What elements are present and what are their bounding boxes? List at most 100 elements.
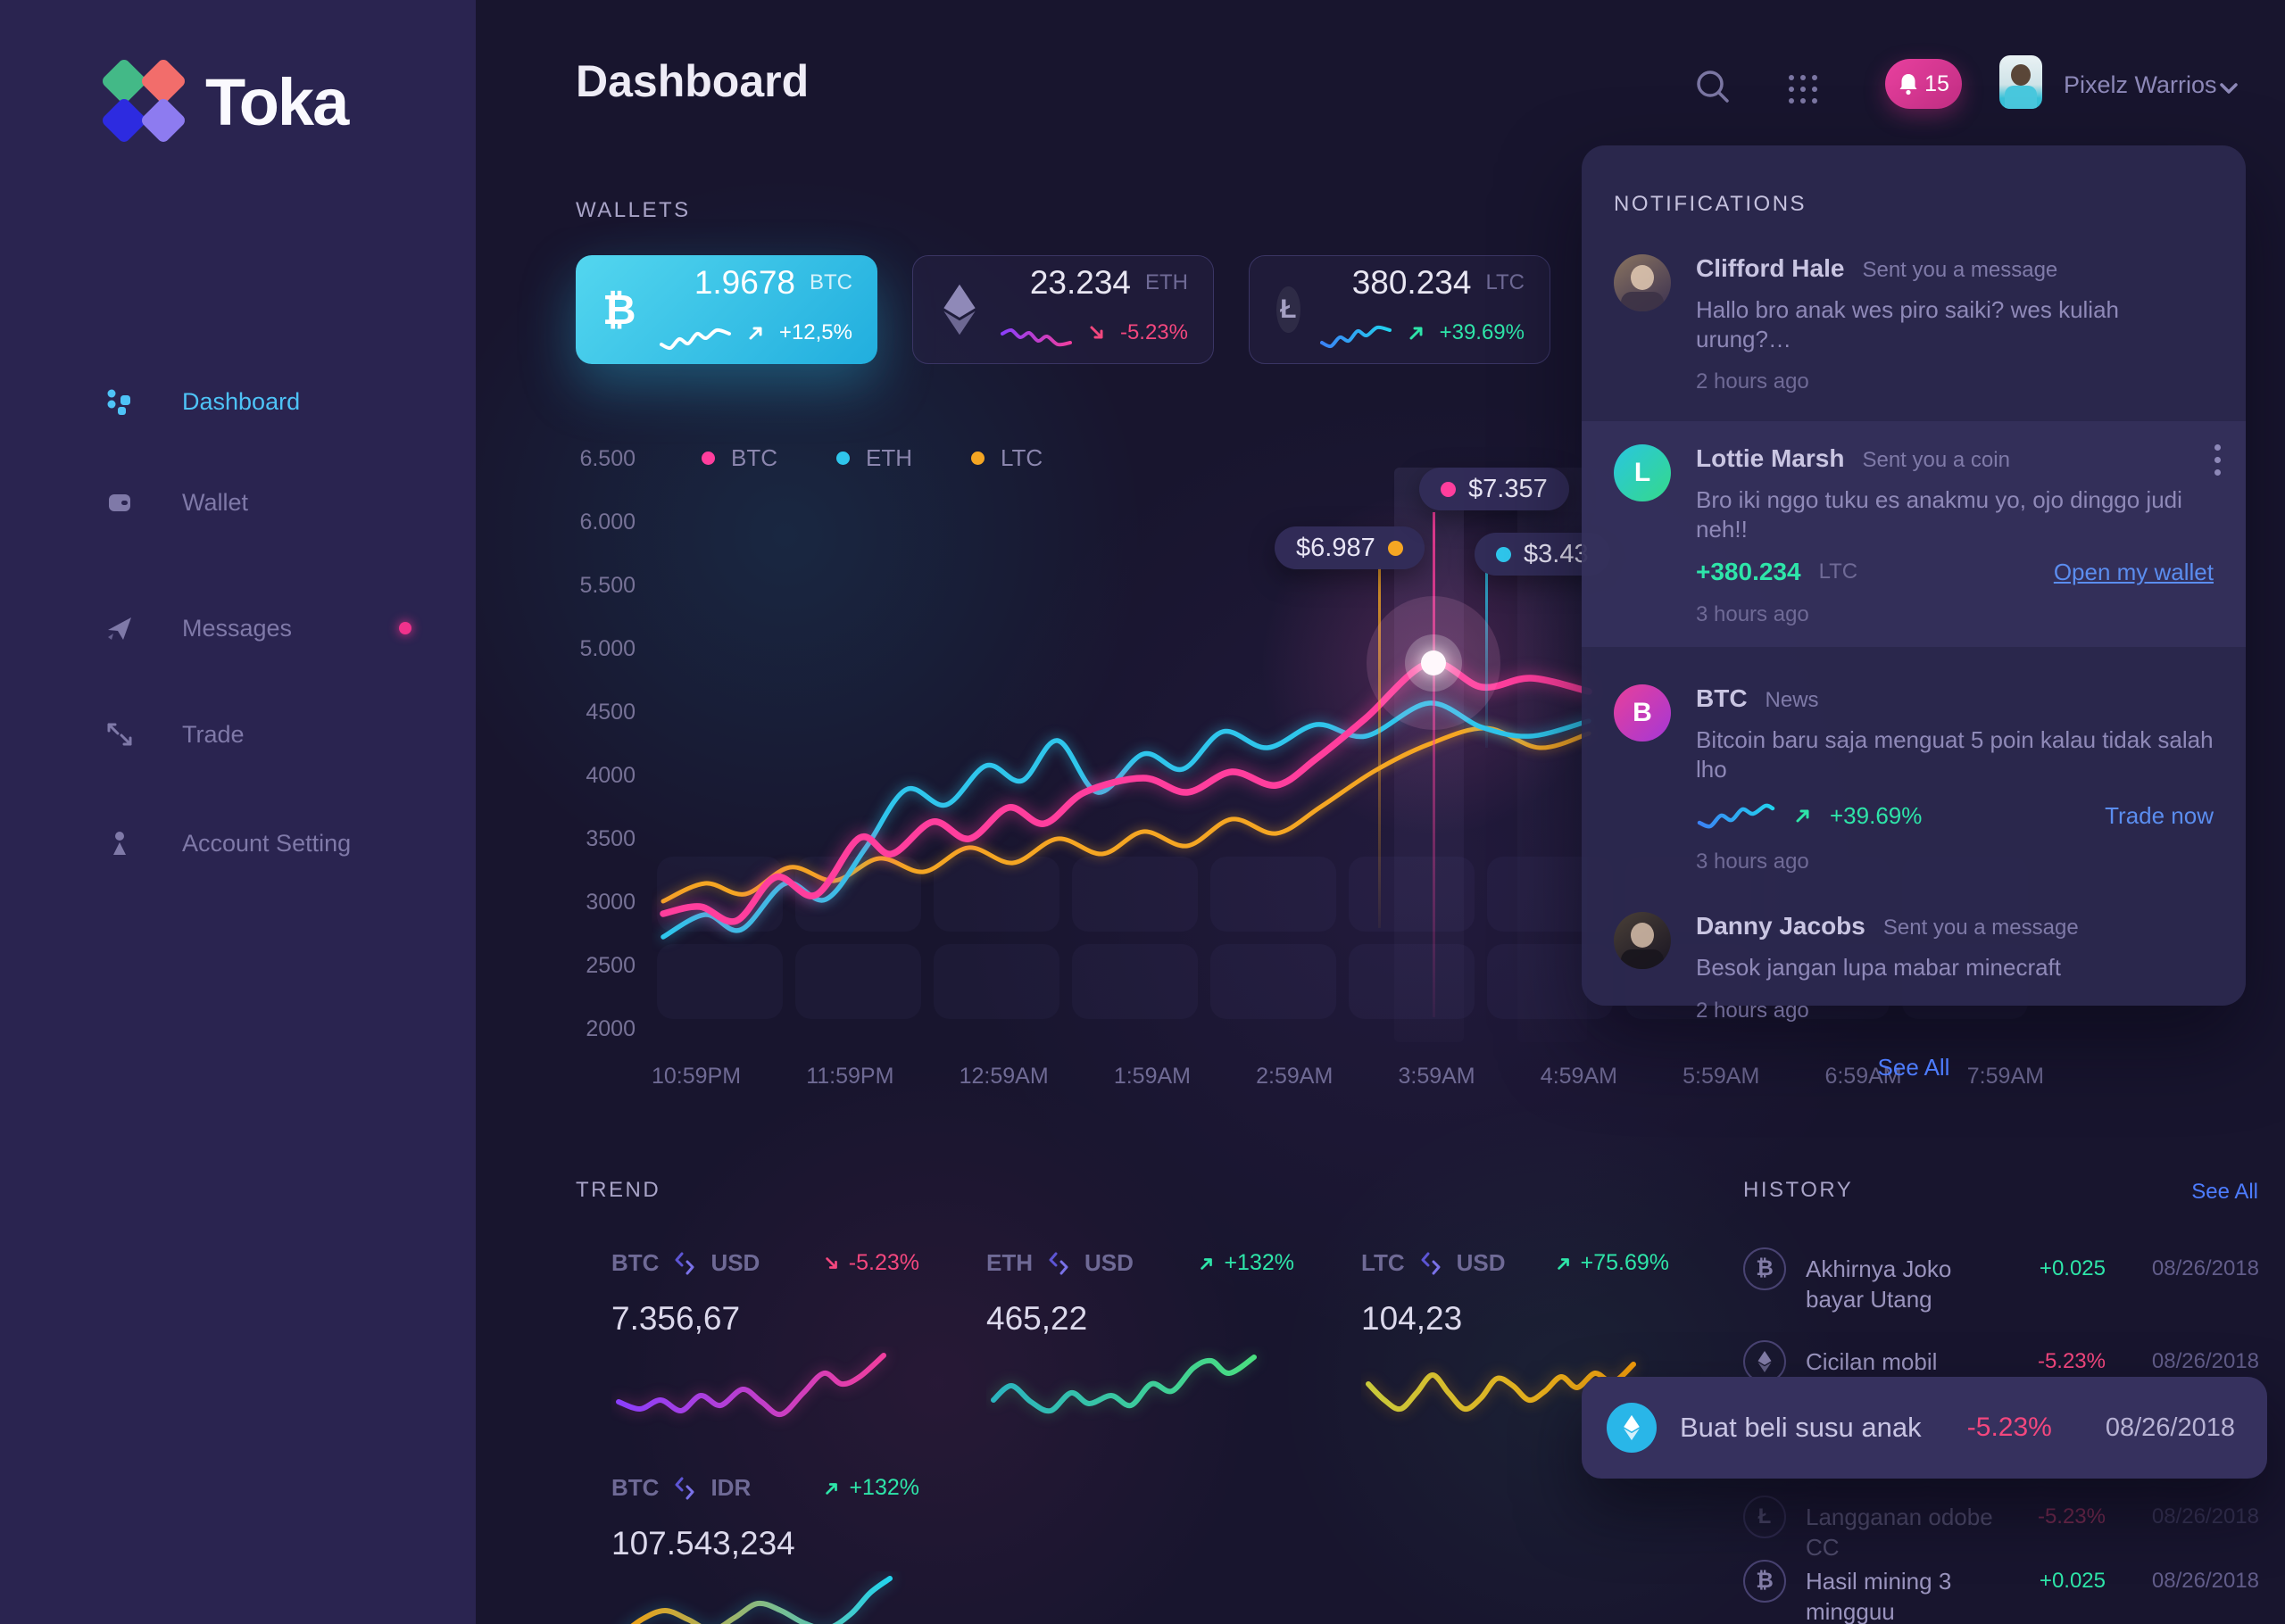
legend-item-eth[interactable]: ETH (836, 444, 912, 472)
history-row-highlighted[interactable]: Buat beli susu anak -5.23% 08/26/2018 (1582, 1377, 2267, 1479)
person-icon (113, 832, 126, 855)
arrow-up-icon (749, 327, 762, 340)
history-see-all[interactable]: See All (2191, 1180, 2258, 1204)
chevron-down-icon[interactable] (2219, 82, 2239, 95)
avatar-silhouette (2011, 64, 2031, 86)
background-tile (934, 944, 1059, 1019)
open-wallet-link[interactable]: Open my wallet (2053, 558, 2214, 585)
notification-time: 2 hours ago (1696, 369, 1809, 394)
user-avatar[interactable] (1999, 55, 2042, 109)
eth-icon (1607, 1403, 1657, 1453)
history-row[interactable]: ₿ Akhirnya Joko bayar Utang +0.025 08/26… (1743, 1247, 2259, 1315)
history-title: Hasil mining 3 mingguu (1806, 1568, 1952, 1624)
avatar-danny (1614, 912, 1671, 969)
background-tile (1349, 857, 1475, 932)
notification-item[interactable]: Clifford Hale Sent you a message Hallo b… (1614, 254, 2214, 394)
btc-icon: ₿ (1743, 1247, 1786, 1290)
legend-item-ltc[interactable]: LTC (971, 444, 1043, 472)
arrow-up-icon (1557, 1257, 1569, 1270)
notification-sender: Clifford Hale (1696, 254, 1845, 282)
notification-type: Sent you a message (1882, 916, 2079, 940)
wallet-card-ltc[interactable]: Ł 380.234 LTC +39.69% (1249, 255, 1550, 364)
notification-time: 3 hours ago (1696, 602, 1809, 626)
wallet-amount: 380.234 (1351, 264, 1472, 301)
notification-item-highlighted[interactable]: L Lottie Marsh Sent you a coin Bro iki n… (1582, 421, 2246, 647)
history-row[interactable]: Ł Langganan odobe CC -5.23% 08/26/2018 (1743, 1496, 2259, 1563)
swap-icon (1049, 1252, 1068, 1274)
wallet-symbol: ETH (1145, 270, 1188, 294)
history-row[interactable]: ₿ Hasil mining 3 mingguu +0.025 08/26/20… (1743, 1560, 2259, 1624)
chart-legend: BTC ETH LTC (702, 444, 1043, 472)
background-tile (795, 944, 921, 1019)
tooltip-dot-ltc (1387, 540, 1403, 556)
paper-plane-icon (108, 617, 131, 640)
trend-sparkline-btc-idr (630, 1576, 893, 1624)
trade-now-link[interactable]: Trade now (2105, 801, 2214, 829)
x-axis-ticks: 10:59PM 11:59PM 12:59AM 1:59AM 2:59AM 3:59A… (652, 1064, 2044, 1089)
trend-value: 104,23 (1361, 1300, 1463, 1337)
notification-item[interactable]: Danny Jacobs Sent you a message Besok ja… (1614, 912, 2214, 1023)
notification-body: Hallo bro anak wes piro saiki? wes kulia… (1696, 296, 2120, 352)
notification-type: News (1765, 688, 1819, 712)
tooltip-dropline-eth (1485, 573, 1488, 748)
background-tile (1072, 944, 1198, 1019)
messages-unread-badge (399, 622, 411, 634)
sidebar-item-dashboard[interactable]: Dashboard (0, 375, 476, 428)
background-tile (934, 857, 1059, 932)
wallet-card-btc[interactable]: ₿ 1.9678 BTC +12,5% (576, 255, 877, 364)
ltc-icon: Ł (1743, 1496, 1786, 1538)
background-tile (1210, 857, 1336, 932)
trend-item-ltc-usd[interactable]: LTC USD +75.69% 104,23 (1361, 1249, 1669, 1436)
legend-item-btc[interactable]: BTC (702, 444, 777, 472)
notifications-panel: NOTIFICATIONS Clifford Hale Sent you a m… (1582, 145, 2246, 1081)
notification-body: Bitcoin baru saja menguat 5 poin kalau t… (1696, 726, 2214, 783)
y-axis-ticks: 6.500 6.000 5.500 5.000 4500 4000 3500 3000 … (579, 446, 636, 1041)
wallet-symbol: LTC (1485, 270, 1525, 294)
notifications-button[interactable]: 15 (1885, 59, 1962, 109)
legend-dot-ltc (971, 452, 985, 465)
trend-item-btc-idr[interactable]: BTC IDR +132% 107.543,234 (611, 1474, 919, 1624)
sidebar-item-trade[interactable]: Trade (0, 708, 476, 761)
sidebar-item-wallet[interactable]: Wallet (0, 476, 476, 529)
history-title: Langganan odobe CC (1806, 1504, 1993, 1561)
sidebar-item-label: Trade (182, 720, 245, 748)
sidebar-item-account-setting[interactable]: Account Setting (0, 816, 476, 870)
history-section-label: HISTORY (1743, 1178, 1854, 1202)
swap-icon (1421, 1252, 1441, 1274)
trend-value: 7.356,67 (611, 1300, 741, 1337)
trend-section-label: TREND (576, 1178, 661, 1202)
history-date: 08/26/2018 (2151, 1256, 2259, 1280)
notifications-see-all[interactable]: See All (1877, 1053, 1950, 1081)
kebab-menu-icon[interactable] (2214, 444, 2221, 476)
sidebar-item-label: Wallet (182, 488, 249, 516)
trend-item-btc-usd[interactable]: BTC USD -5.23% 7.356,67 (611, 1249, 919, 1436)
coin-currency: LTC (1818, 559, 1858, 584)
history-change: -5.23% (1966, 1413, 2052, 1442)
apps-grid-icon[interactable] (1785, 71, 1821, 107)
background-tile (1072, 857, 1198, 932)
trend-item-eth-usd[interactable]: ETH USD +132% 465,22 (986, 1249, 1294, 1436)
brand-logo[interactable]: Toka (100, 57, 349, 145)
history-date: 08/26/2018 (2105, 1413, 2235, 1442)
dashboard-icon (107, 389, 130, 415)
wallet-sparkline-eth (1000, 327, 1072, 347)
background-tile (1210, 944, 1336, 1019)
sidebar-item-label: Dashboard (182, 387, 301, 415)
wallets-section-label: WALLETS (576, 198, 691, 222)
price-line-chart (660, 659, 1592, 940)
btc-icon: ₿ (1743, 1560, 1786, 1603)
bell-icon (1899, 74, 1917, 95)
user-name[interactable]: Pixelz Warrios (2064, 71, 2217, 98)
trend-sparkline-ltc-usd (1366, 1362, 1636, 1413)
wallet-change: +12,5% (778, 320, 852, 344)
coin-amount: +380.234 (1696, 558, 1801, 585)
notification-item[interactable]: B BTC News Bitcoin baru saja menguat 5 p… (1614, 684, 2214, 874)
wallet-card-eth[interactable]: 23.234 ETH -5.23% (912, 255, 1214, 364)
tooltip-dot-eth (1496, 546, 1511, 562)
avatar-btc-news: B (1614, 684, 1671, 742)
history-title: Buat beli susu anak (1680, 1412, 1922, 1443)
sidebar-item-messages[interactable]: Messages (0, 601, 476, 655)
notification-sender: Danny Jacobs (1696, 912, 1865, 940)
trend-value: 107.543,234 (611, 1525, 795, 1562)
search-icon[interactable] (1692, 66, 1733, 107)
